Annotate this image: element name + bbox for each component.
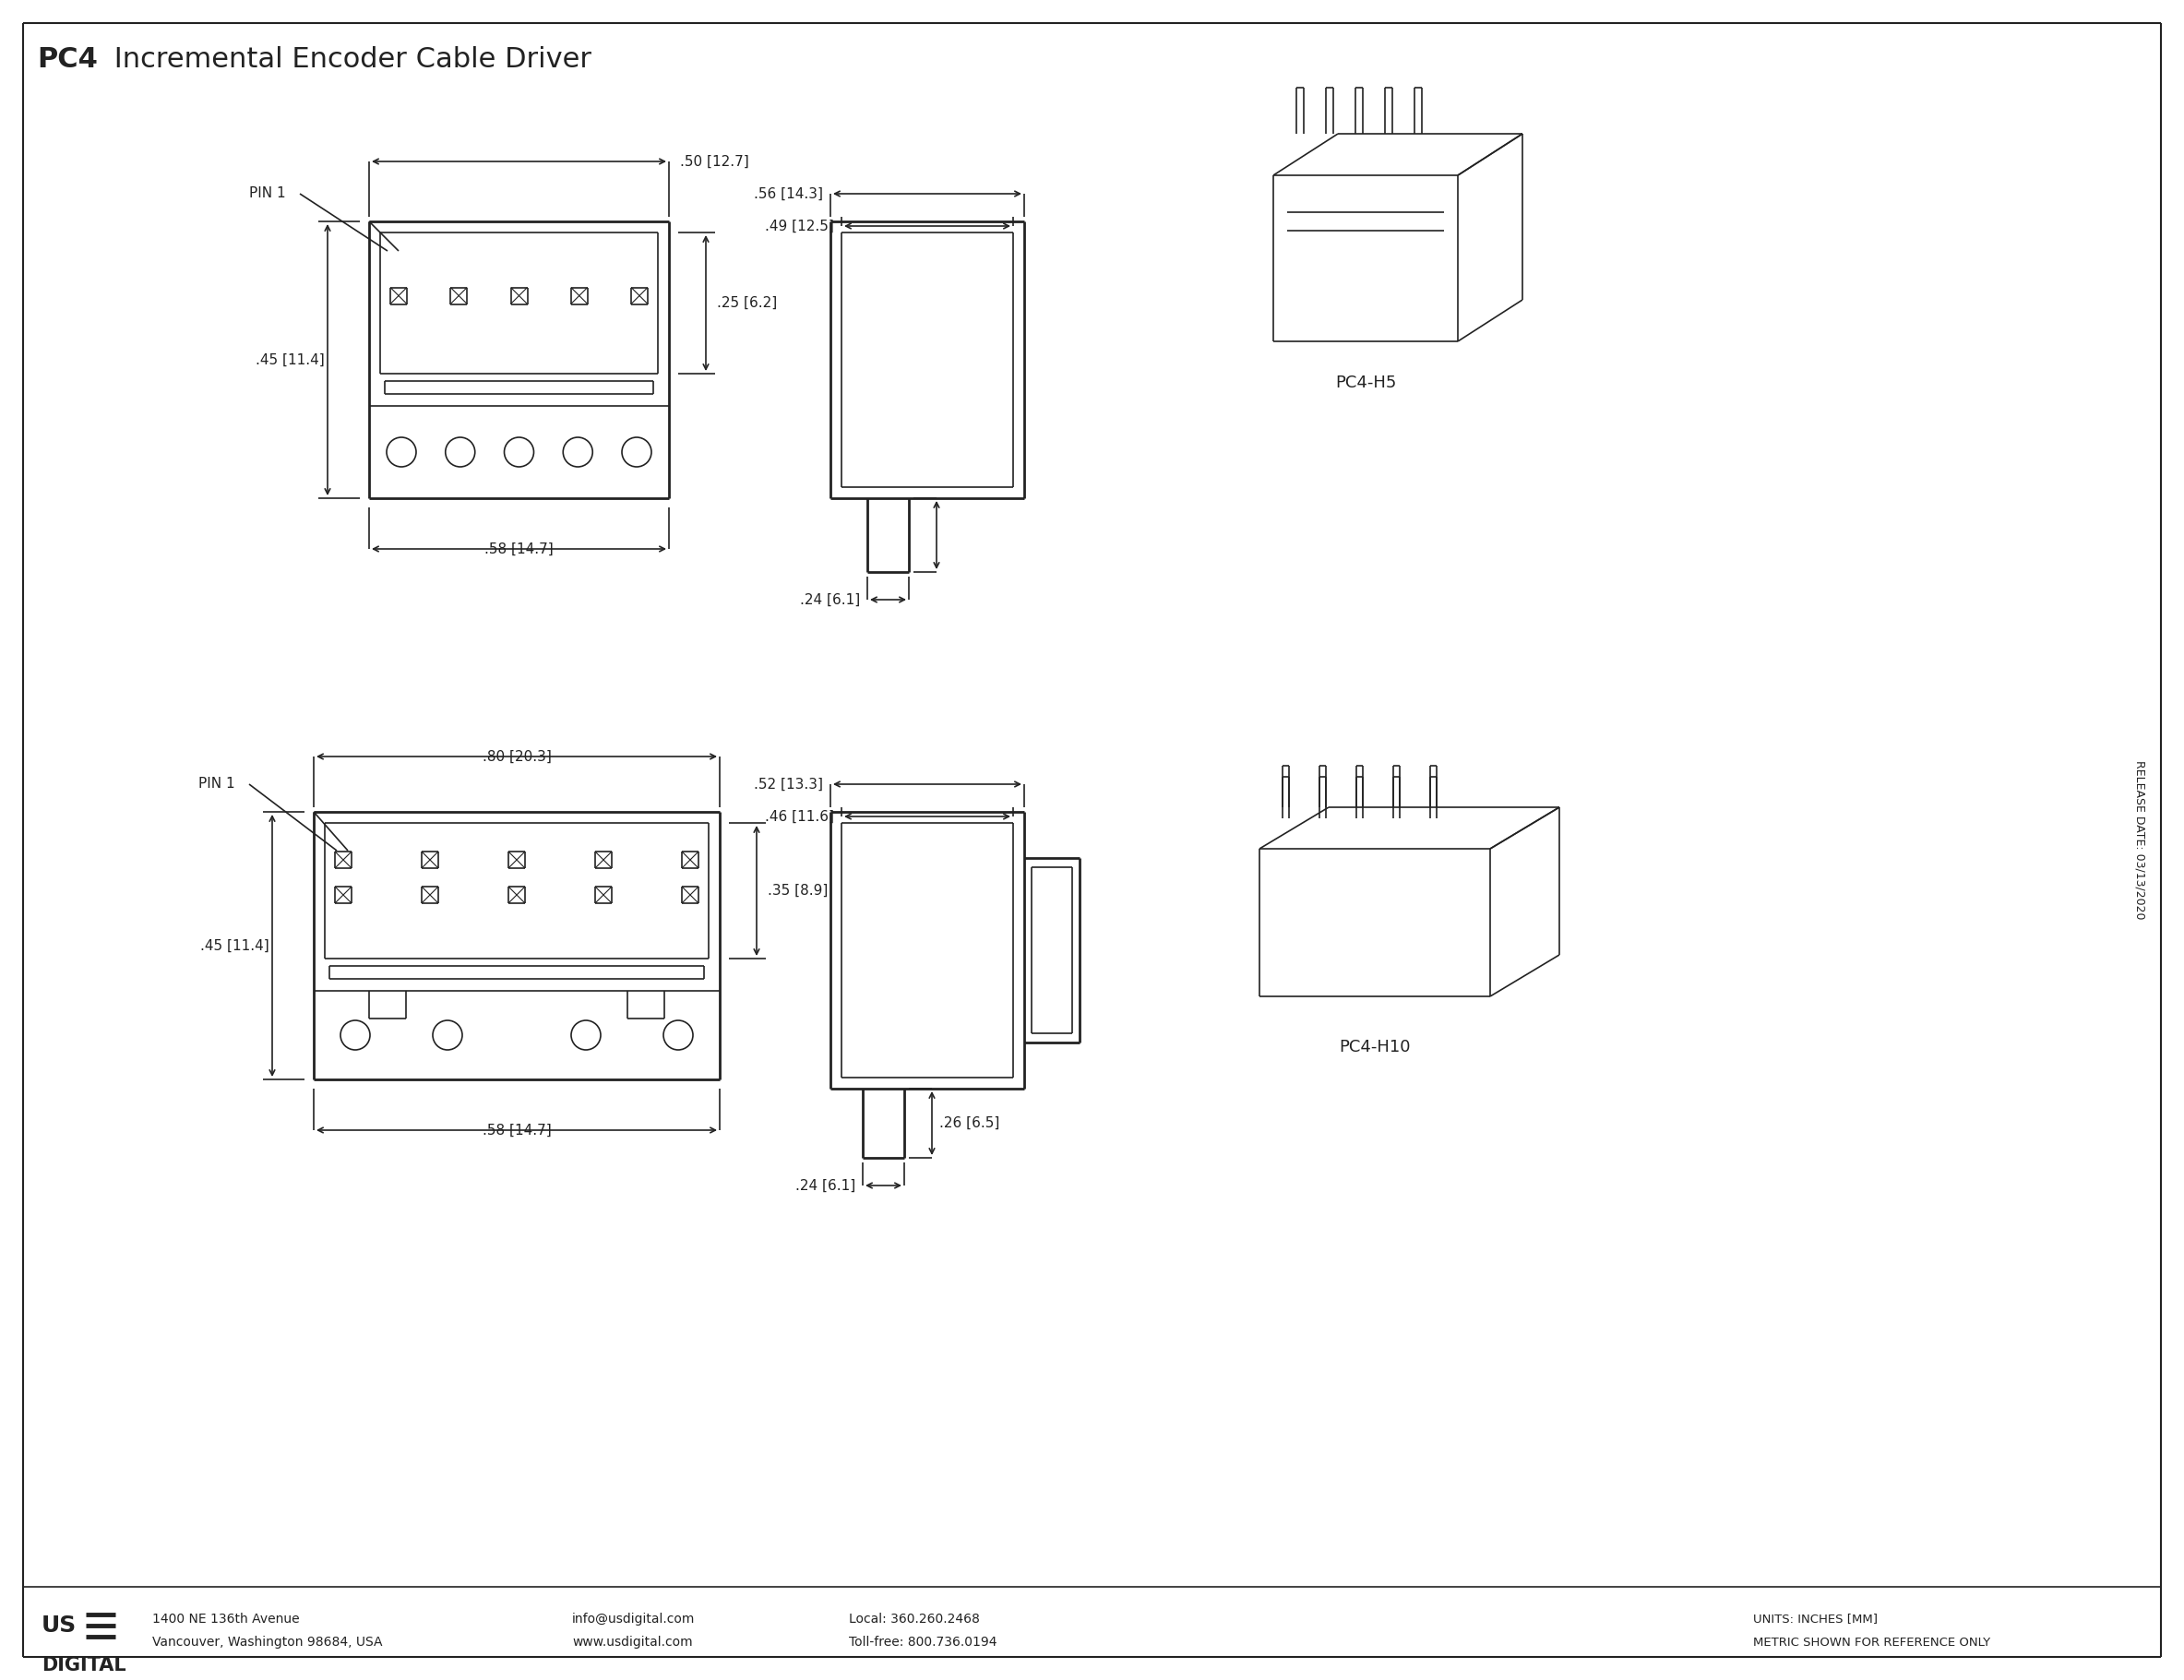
- Text: .24 [6.1]: .24 [6.1]: [795, 1179, 856, 1193]
- Text: PIN 1: PIN 1: [199, 778, 236, 791]
- Text: .58 [14.7]: .58 [14.7]: [485, 543, 553, 556]
- Text: PIN 1: PIN 1: [249, 186, 286, 200]
- Text: .35 [8.9]: .35 [8.9]: [767, 884, 828, 897]
- Text: DIGITAL: DIGITAL: [41, 1656, 127, 1675]
- Text: .25 [6.2]: .25 [6.2]: [716, 296, 778, 311]
- Text: Incremental Encoder Cable Driver: Incremental Encoder Cable Driver: [105, 45, 592, 72]
- Text: .58 [14.7]: .58 [14.7]: [483, 1124, 550, 1137]
- Text: .45 [11.4]: .45 [11.4]: [256, 353, 325, 366]
- Text: .49 [12.5]: .49 [12.5]: [764, 218, 834, 234]
- Text: PC4-H10: PC4-H10: [1339, 1038, 1411, 1055]
- Text: US: US: [41, 1614, 76, 1636]
- Text: .50 [12.7]: .50 [12.7]: [679, 155, 749, 168]
- Text: 1400 NE 136th Avenue: 1400 NE 136th Avenue: [153, 1613, 299, 1626]
- Text: .52 [13.3]: .52 [13.3]: [753, 778, 823, 791]
- Text: .80 [20.3]: .80 [20.3]: [483, 749, 550, 763]
- Text: www.usdigital.com: www.usdigital.com: [572, 1636, 692, 1648]
- Text: Toll-free: 800.736.0194: Toll-free: 800.736.0194: [850, 1636, 996, 1648]
- Text: PC4: PC4: [37, 45, 98, 72]
- Text: .26 [6.5]: .26 [6.5]: [939, 1116, 1000, 1131]
- Text: info@usdigital.com: info@usdigital.com: [572, 1613, 695, 1626]
- Text: RELEASE DATE: 03/13/2020: RELEASE DATE: 03/13/2020: [2134, 759, 2145, 919]
- Text: Vancouver, Washington 98684, USA: Vancouver, Washington 98684, USA: [153, 1636, 382, 1648]
- Text: .24 [6.1]: .24 [6.1]: [799, 593, 860, 606]
- Text: .45 [11.4]: .45 [11.4]: [201, 939, 269, 953]
- Text: .46 [11.6]: .46 [11.6]: [764, 810, 834, 823]
- Text: UNITS: INCHES [MM]: UNITS: INCHES [MM]: [1754, 1613, 1878, 1625]
- Text: PC4-H5: PC4-H5: [1334, 375, 1396, 391]
- Text: METRIC SHOWN FOR REFERENCE ONLY: METRIC SHOWN FOR REFERENCE ONLY: [1754, 1636, 1990, 1648]
- Text: Local: 360.260.2468: Local: 360.260.2468: [850, 1613, 981, 1626]
- Text: .56 [14.3]: .56 [14.3]: [753, 186, 823, 200]
